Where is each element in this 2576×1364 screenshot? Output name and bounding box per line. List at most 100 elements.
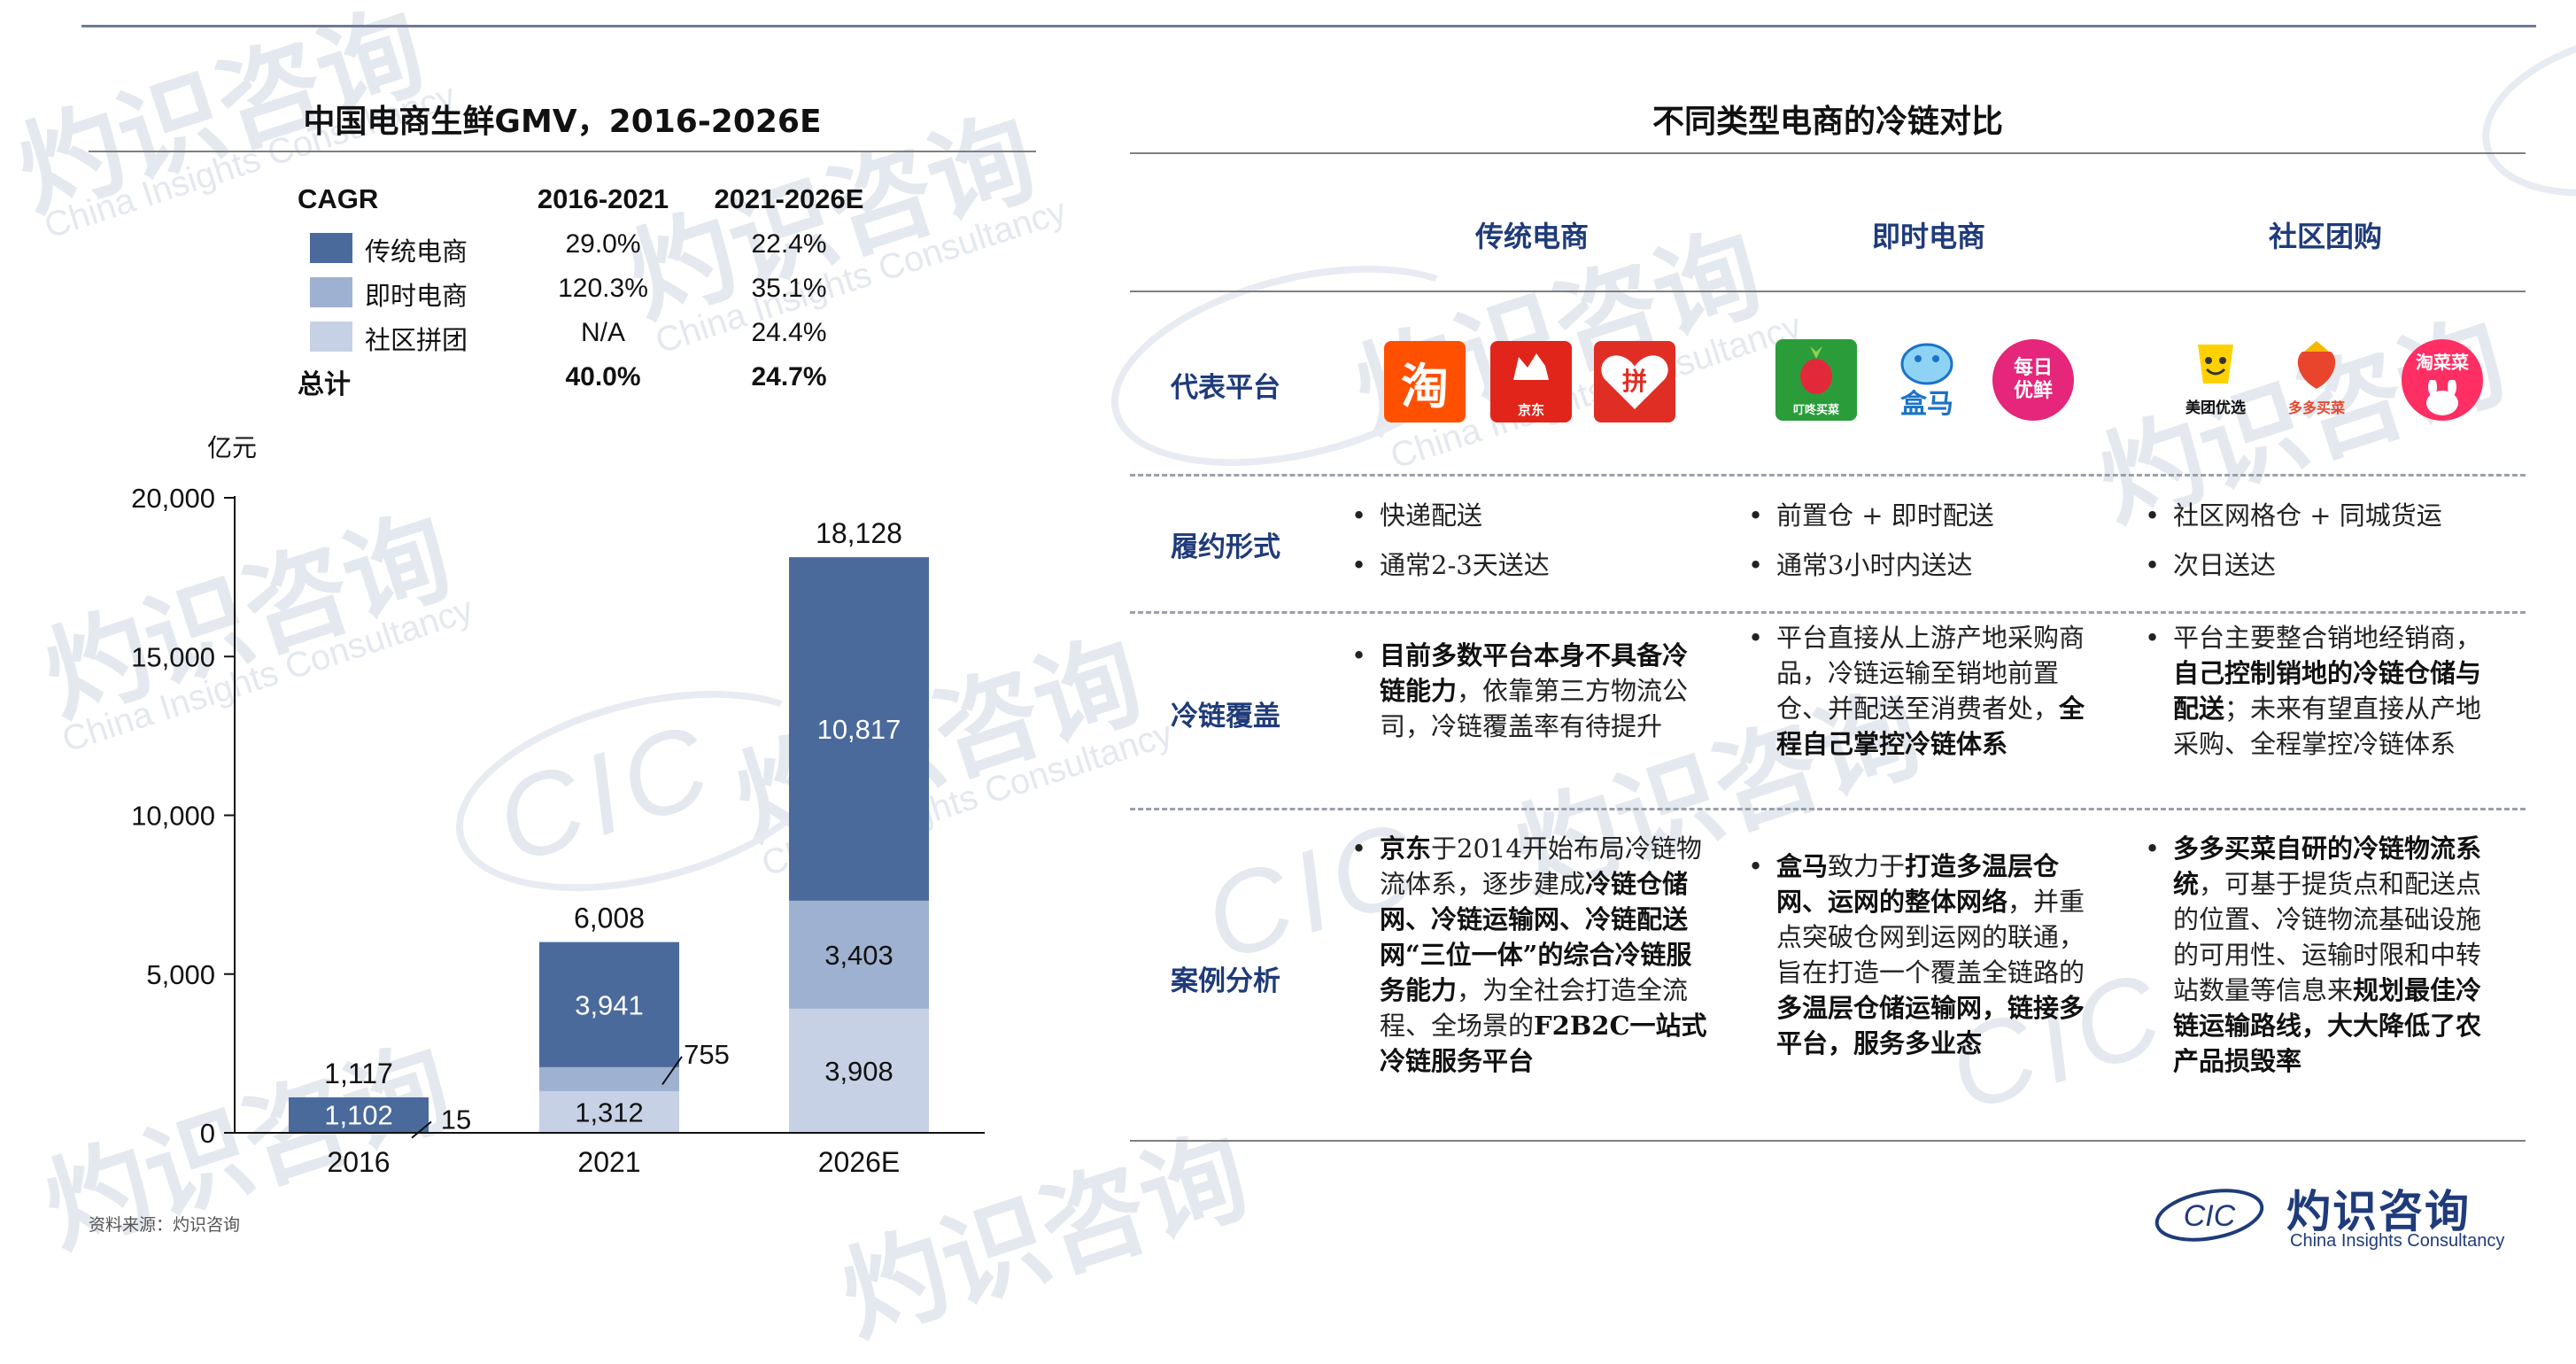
row-divider [1130, 611, 2526, 614]
cagr-header-period2: 2021-2026E [714, 183, 864, 214]
bar-segment [539, 942, 679, 1067]
data-label: 3,403 [824, 940, 893, 971]
total-label: 6,008 [574, 903, 645, 934]
coverage-text: 平台主要整合销地经销商，自己控制销地的冷链仓储与配送；未来有望直接从产地采购、全… [2141, 620, 2495, 762]
bar-segment [789, 557, 929, 901]
row-label-platforms: 代表平台 [1171, 372, 1280, 404]
legend-swatch-community [310, 322, 352, 352]
row-divider [1130, 808, 2526, 810]
coverage-traditional: 目前多数平台本身不具备冷链能力，依靠第三方物流公司，冷链覆盖率有待提升 [1348, 638, 1702, 744]
data-label: 10,817 [817, 714, 901, 745]
fulfillment-item: 通常2-3天送达 [1348, 547, 1720, 583]
pinduoduo-heart-icon: 拼 [1601, 355, 1668, 409]
strawberry-icon [2297, 341, 2336, 389]
cagr-header-period1: 2016-2021 [537, 183, 669, 214]
y-tick-label: 15,000 [131, 641, 215, 672]
jd-logo: 京东 [1490, 341, 1572, 422]
y-tick-label: 10,000 [131, 801, 215, 832]
chart-title: 中国电商生鲜GMV，2016-2026E [303, 104, 822, 140]
legend-label-instant: 即时电商 [365, 281, 468, 311]
taocaicai-logo-text: 淘菜菜 [2416, 352, 2469, 373]
hema-logo: 盒马 [1886, 339, 1968, 421]
duoduo-maicai-logo: 多多买菜 [2276, 339, 2357, 421]
data-label: 15 [441, 1104, 471, 1135]
cagr-total-label: 总计 [298, 369, 351, 400]
taobao-logo: 淘 [1384, 341, 1466, 422]
case-text: 京东于2014开始布局冷链物流体系，逐步建成冷链仓储网、冷链运输网、冷链配送网“… [1348, 831, 1711, 1079]
bar-segment [539, 1090, 679, 1133]
cic-mark-icon: CIC [2154, 1189, 2264, 1242]
x-tick-label: 2016 [327, 1146, 390, 1178]
y-tick-label: 0 [200, 1118, 215, 1149]
x-tick-label: 2021 [577, 1146, 640, 1178]
cagr-value: 24.7% [751, 362, 827, 391]
cagr-value: 29.0% [565, 229, 641, 259]
total-label: 1,117 [324, 1058, 393, 1089]
legend-label-community: 社区拼团 [365, 325, 468, 355]
column-header-instant: 即时电商 [1871, 220, 1985, 253]
fulfillment-item: 次日送达 [2141, 547, 2531, 583]
y-axis-unit: 亿元 [207, 433, 257, 462]
cagr-value: 22.4% [751, 229, 827, 259]
data-label: 3,941 [575, 989, 644, 1020]
fulfillment-traditional: 快递配送 通常2-3天送达 [1348, 498, 1720, 583]
total-label: 18,128 [816, 517, 902, 549]
x-tick-label: 2026E [818, 1146, 901, 1178]
cagr-value: 24.4% [751, 318, 827, 347]
y-tick-label: 20,000 [131, 483, 215, 514]
fulfillment-item: 快递配送 [1348, 498, 1720, 533]
pinduoduo-logo: 拼 [1594, 341, 1675, 422]
legend-swatch-traditional [310, 233, 352, 263]
table-rule [1130, 152, 2526, 154]
coverage-instant: 平台直接从上游产地采购商品，冷链运输至销地前置仓、并配送至消费者处，全程自己掌控… [1744, 620, 2099, 762]
fulfillment-instant: 前置仓 + 即时配送 通常3小时内送达 [1744, 498, 2116, 583]
bar-segment [789, 900, 929, 1009]
dingdong-logo: 叮咚买菜 [1775, 339, 1857, 421]
case-community: 多多买菜自研的冷链物流系统，可基于提货点和配送点的位置、冷链物流基础设施的可用性… [2141, 831, 2495, 1079]
pinduoduo-logo-text: 拼 [1622, 367, 1647, 396]
table-rule [1130, 1140, 2526, 1142]
meituan-logo-caption: 美团优选 [2185, 399, 2246, 417]
column-header-community: 社区团购 [2268, 220, 2382, 253]
coverage-text: 平台直接从上游产地采购商品，冷链运输至销地前置仓、并配送至消费者处，全程自己掌控… [1744, 620, 2099, 762]
brand-subtitle: China Insights Consultancy [2290, 1231, 2505, 1251]
case-text: 多多买菜自研的冷链物流系统，可基于提货点和配送点的位置、冷链物流基础设施的可用性… [2141, 831, 2495, 1079]
leader-line [411, 1120, 432, 1139]
row-divider [1130, 474, 2526, 477]
bar-segment [789, 1008, 929, 1133]
fulfillment-item: 通常3小时内送达 [1744, 547, 2116, 583]
brand-name: 灼识咨询 [2286, 1185, 2471, 1237]
hippo-icon [1900, 343, 1953, 385]
top-rule [81, 25, 2536, 27]
cagr-value: 120.3% [558, 274, 648, 303]
taocaicai-logo: 淘菜菜 [2402, 339, 2483, 421]
comparison-title: 不同类型电商的冷链对比 [1652, 104, 2003, 140]
row-label-fulfillment: 履约形式 [1171, 531, 1280, 563]
case-instant: 盒马致力于打造多温层仓网、运网的整体网络，并重点突破仓网到运网的联通，旨在打造一… [1744, 849, 2108, 1061]
cagr-value: 35.1% [751, 274, 827, 303]
data-label: 1,312 [575, 1097, 644, 1128]
jd-logo-caption: 京东 [1517, 402, 1544, 418]
y-tick-label: 5,000 [146, 959, 215, 990]
case-traditional: 京东于2014开始布局冷链物流体系，逐步建成冷链仓储网、冷链运输网、冷链配送网“… [1348, 831, 1711, 1079]
leader-line [661, 1056, 683, 1086]
meituan-youxuan-logo: 美团优选 [2175, 339, 2256, 421]
fulfillment-item: 前置仓 + 即时配送 [1744, 498, 2116, 533]
row-label-cases: 案例分析 [1171, 965, 1280, 997]
bar-segment [539, 1066, 679, 1091]
cagr-value: N/A [580, 318, 625, 347]
coverage-text: 目前多数平台本身不具备冷链能力，依靠第三方物流公司，冷链覆盖率有待提升 [1348, 638, 1702, 744]
data-label: 755 [684, 1039, 730, 1070]
column-header-traditional: 传统电商 [1474, 220, 1589, 253]
gmv-bar-chart: 亿元 0 5,000 10,000 15,000 20,000 15 1,102 1,117 20… [131, 433, 985, 1178]
cic-mark-text: CIC [2184, 1199, 2236, 1233]
radish-icon [1800, 346, 1832, 394]
jd-dog-icon [1513, 353, 1549, 380]
source-note: 资料来源：灼识咨询 [89, 1215, 241, 1235]
hema-logo-text: 盒马 [1900, 389, 1953, 420]
fulfillment-community: 社区网格仓 + 同城货运 次日送达 [2141, 498, 2531, 583]
cagr-header-label: CAGR [298, 183, 379, 214]
coverage-community: 平台主要整合销地经销商，自己控制销地的冷链仓储与配送；未来有望直接从产地采购、全… [2141, 620, 2495, 762]
case-text: 盒马致力于打造多温层仓网、运网的整体网络，并重点突破仓网到运网的联通，旨在打造一… [1744, 849, 2108, 1061]
brand-logo: CIC 灼识咨询 China Insights Consultancy [2152, 1176, 2559, 1256]
